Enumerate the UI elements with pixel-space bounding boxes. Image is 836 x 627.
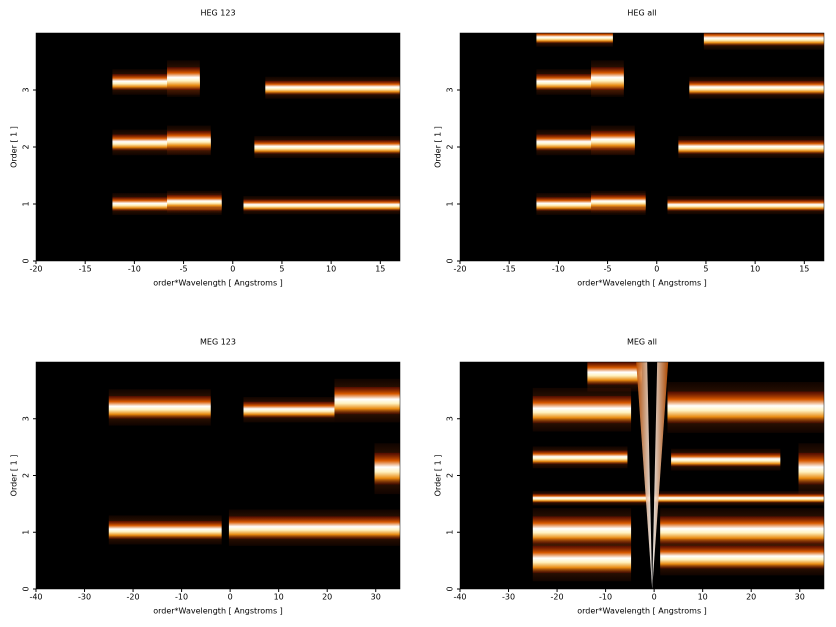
- x-tick-label: -15: [503, 265, 516, 274]
- y-tick-label: 1: [446, 530, 455, 535]
- spectrum-band: [374, 452, 400, 485]
- chart-title: HEG 123: [200, 9, 235, 18]
- y-axis-label: Order [ 1 ]: [10, 126, 19, 168]
- x-tick-label: 10: [326, 265, 336, 274]
- y-tick-label: 2: [22, 144, 31, 149]
- y-tick-label: 0: [446, 586, 455, 591]
- x-tick-label: -10: [175, 593, 188, 602]
- y-tick-label: 1: [22, 201, 31, 206]
- x-tick-label: -20: [127, 593, 140, 602]
- y-tick-label: 2: [446, 473, 455, 478]
- y-tick-label: 3: [446, 87, 455, 92]
- x-tick-label: 10: [750, 265, 760, 274]
- x-tick-label: -10: [552, 265, 565, 274]
- spectrum-band: [108, 396, 211, 419]
- x-tick-label: -30: [502, 593, 515, 602]
- y-tick-label: 0: [446, 258, 455, 263]
- zero-order-core: [647, 362, 658, 589]
- spectrum-band: [798, 452, 824, 485]
- x-tick-label: -15: [79, 265, 92, 274]
- panel: -40 -30 -20 -10 0 10 20 30 0 1 2 3 MEG 123 order*Wave…: [10, 338, 401, 616]
- heatmap: [532, 362, 824, 589]
- x-tick-label: -20: [551, 593, 564, 602]
- y-tick-label: 3: [22, 416, 31, 421]
- x-tick-label: -20: [29, 265, 42, 274]
- heatmap: [108, 378, 400, 546]
- spectrum-band: [167, 194, 222, 209]
- spectrum-band: [254, 140, 400, 154]
- x-tick-label: 5: [279, 265, 284, 274]
- x-tick-label: 20: [746, 593, 756, 602]
- x-tick-label: -5: [180, 265, 188, 274]
- y-tick-label: 3: [446, 416, 455, 421]
- x-tick-label: -20: [453, 265, 466, 274]
- x-tick-label: -40: [453, 593, 466, 602]
- x-tick-label: -40: [29, 593, 42, 602]
- x-tick-label: 5: [703, 265, 708, 274]
- panel: -20 -15 -10 -5 0 5 10 15 0 1 2 3 HEG all order*Wavele…: [434, 9, 825, 288]
- spectrum-band: [108, 520, 222, 540]
- x-axis-label: order*Wavelength [ Angstroms ]: [577, 279, 707, 288]
- x-tick-label: 0: [230, 265, 235, 274]
- x-tick-label: 0: [652, 593, 657, 602]
- spectrum-band: [532, 545, 632, 574]
- spectrum-band: [671, 452, 781, 467]
- heatmap: [112, 60, 400, 215]
- x-tick-label: 10: [698, 593, 708, 602]
- x-tick-label: -10: [128, 265, 141, 274]
- spectrum-band: [591, 194, 646, 209]
- x-tick-label: -10: [599, 593, 612, 602]
- chart-title: MEG all: [627, 338, 657, 347]
- x-tick-label: 15: [375, 265, 385, 274]
- x-tick-label: 10: [274, 593, 284, 602]
- x-tick-label: -5: [604, 265, 612, 274]
- spectrum-band: [243, 199, 400, 211]
- spectrum-band: [167, 67, 200, 90]
- y-tick-label: 1: [22, 530, 31, 535]
- spectrum-band: [689, 80, 824, 95]
- spectrum-band: [532, 450, 628, 465]
- x-tick-label: 0: [654, 265, 659, 274]
- x-tick-label: -30: [78, 593, 91, 602]
- x-tick-label: 30: [795, 593, 805, 602]
- x-axis-label: order*Wavelength [ Angstroms ]: [153, 607, 283, 616]
- y-axis-label: Order [ 1 ]: [10, 455, 19, 497]
- spectrum-band: [591, 67, 624, 90]
- chart-title: MEG 123: [200, 338, 236, 347]
- y-tick-label: 0: [22, 586, 31, 591]
- spectrum-band: [265, 80, 400, 95]
- x-axis-label: order*Wavelength [ Angstroms ]: [153, 279, 283, 288]
- y-axis-label: Order [ 1 ]: [434, 126, 443, 168]
- x-tick-label: 15: [799, 265, 809, 274]
- heatmap: [536, 33, 824, 215]
- spectrum-band: [532, 493, 824, 503]
- panel: -40 -30 -20 -10 0 10 20 30 0 1 2 3 MEG all order*Wave…: [434, 338, 825, 616]
- x-tick-label: 30: [371, 593, 381, 602]
- spectrum-band: [532, 396, 632, 424]
- y-tick-label: 0: [22, 258, 31, 263]
- x-tick-label: 20: [322, 593, 332, 602]
- spectrum-band: [591, 131, 635, 150]
- spectrum-band: [228, 516, 400, 540]
- y-tick-label: 2: [22, 473, 31, 478]
- chart-title: HEG all: [627, 9, 656, 18]
- spectrum-band: [334, 386, 400, 415]
- x-axis-label: order*Wavelength [ Angstroms ]: [577, 607, 707, 616]
- spectrum-band: [660, 545, 824, 569]
- spectrum-band: [667, 391, 824, 424]
- x-tick-label: 0: [228, 593, 233, 602]
- spectrum-band: [536, 33, 613, 44]
- y-tick-label: 1: [446, 201, 455, 206]
- panel: -20 -15 -10 -5 0 5 10 15 0 1 2 3 HEG 123 order*Wavele…: [10, 9, 401, 288]
- spectrum-band: [167, 131, 211, 150]
- spectrum-band: [678, 140, 824, 154]
- spectrum-band: [703, 33, 824, 46]
- y-tick-label: 2: [446, 144, 455, 149]
- y-axis-label: Order [ 1 ]: [434, 455, 443, 497]
- y-tick-label: 3: [22, 87, 31, 92]
- spectrum-band: [667, 199, 824, 211]
- spectrum-band: [587, 362, 642, 385]
- spectrum-band: [243, 401, 335, 418]
